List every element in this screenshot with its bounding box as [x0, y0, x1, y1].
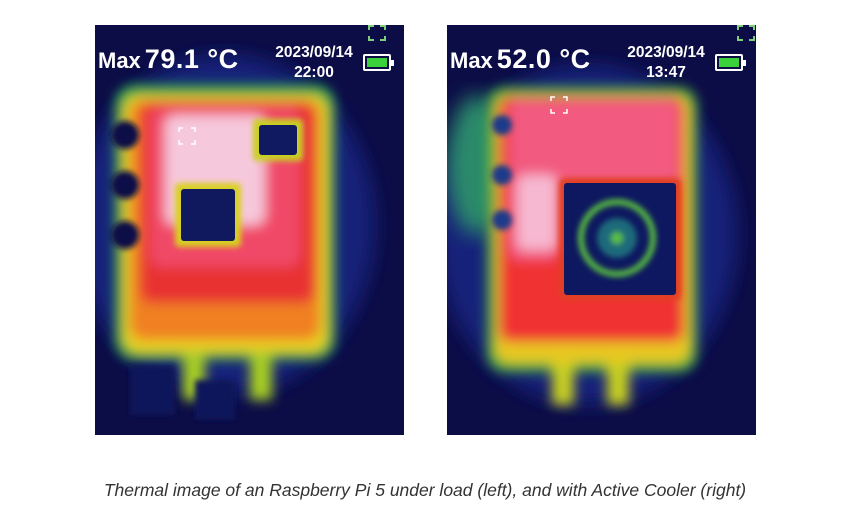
max-value: 52.0 °C	[496, 44, 591, 74]
max-label: Max	[98, 48, 141, 73]
expand-corners-icon[interactable]	[368, 25, 386, 41]
max-label: Max	[450, 48, 493, 73]
expand-corners-icon[interactable]	[737, 25, 755, 41]
focus-bracket-icon	[178, 127, 196, 145]
max-temperature: Max 52.0 °C	[450, 44, 591, 75]
focus-bracket-icon	[550, 96, 568, 114]
max-value: 79.1 °C	[144, 44, 239, 74]
time: 13:47	[646, 64, 686, 81]
time: 22:00	[294, 64, 334, 81]
timestamp: 2023/09/14 13:47	[617, 43, 715, 83]
date: 2023/09/14	[627, 44, 705, 61]
date: 2023/09/14	[275, 44, 353, 61]
thermal-heatmap-right	[447, 25, 756, 435]
thermal-heatmap-left	[95, 25, 404, 435]
thermal-image-right: Max 52.0 °C 2023/09/14 13:47	[447, 25, 756, 435]
timestamp: 2023/09/14 22:00	[265, 43, 363, 83]
max-temperature: Max 79.1 °C	[98, 44, 239, 75]
battery-full-icon	[715, 54, 746, 71]
figure-caption: Thermal image of an Raspberry Pi 5 under…	[103, 480, 747, 500]
battery-full-icon	[363, 54, 394, 71]
thermal-image-left: Max 79.1 °C 2023/09/14 22:00	[95, 25, 404, 435]
